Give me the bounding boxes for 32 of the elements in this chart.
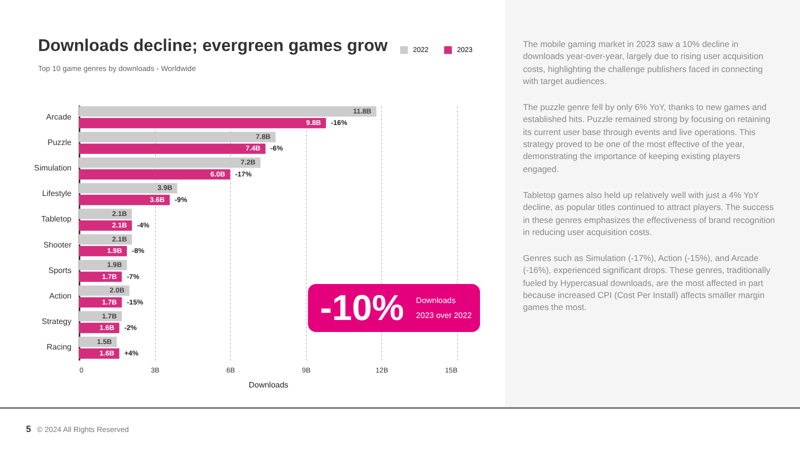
y-tick-label: Strategy — [42, 317, 72, 326]
y-tick-label: Puzzle — [47, 138, 72, 147]
bar — [79, 336, 117, 348]
text: 5 — [26, 424, 32, 434]
y-tick-label: Action — [49, 292, 72, 301]
y-tick-label: Simulation — [34, 163, 72, 172]
bar — [79, 106, 376, 117]
bar — [79, 246, 127, 256]
y-tick-label: Lifestyle — [42, 189, 72, 198]
bar — [79, 194, 170, 206]
bar — [79, 285, 130, 296]
bar — [79, 311, 122, 322]
y-tick-label: Arcade — [46, 112, 72, 122]
bar — [79, 118, 326, 128]
text: Tabletop games also held up relatively well with just a 4% YoY decline, as popular titles continued to attract players. The success in these genres emphasizes the effectiveness of brand recognition in reducing user acquisition costs. — [523, 188, 776, 238]
bar — [79, 208, 132, 219]
y-tick-label: Shooter — [43, 240, 72, 250]
bar — [79, 144, 266, 154]
text: The puzzle genre fell by only 6% YoY, thanks to new games and established hits. Puzzle remained strong by focusing on retaining its current user base through events and live operations. This strategy proved to be one of the most effective of the year, demonstrating the importance of keeping existing players engaged. — [523, 101, 772, 175]
bar — [79, 169, 230, 180]
chart-title: Downloads decline; evergreen games grow — [38, 36, 388, 56]
annotation: Downloads — [416, 295, 457, 307]
annotation: -10% — [320, 287, 404, 329]
annotation: 2023 over 2022 — [416, 310, 472, 322]
text: Genres such as Simulation (-17%), Action (-15%), and Arcade (-16%), experienced significant drops. These genres, traditionally fueled by Hypercasual downloads, are the most affected in part because increased CPI (Cost Per Install) affects smaller margin games the most. — [523, 252, 772, 314]
y-tick-label: Racing — [46, 342, 72, 352]
text: The mobile gaming market in 2023 saw a 10% decline in downloads year-over-year, largely due to rising user acquisition costs, highlighting the challenge publishers faced in connecting with target audiences. — [523, 38, 764, 88]
bar — [79, 297, 122, 308]
y-tick-label: Sports — [48, 266, 72, 275]
bar — [79, 272, 122, 282]
y-tick-label: Tabletop — [41, 214, 72, 224]
x-axis-title: Downloads — [248, 380, 288, 390]
